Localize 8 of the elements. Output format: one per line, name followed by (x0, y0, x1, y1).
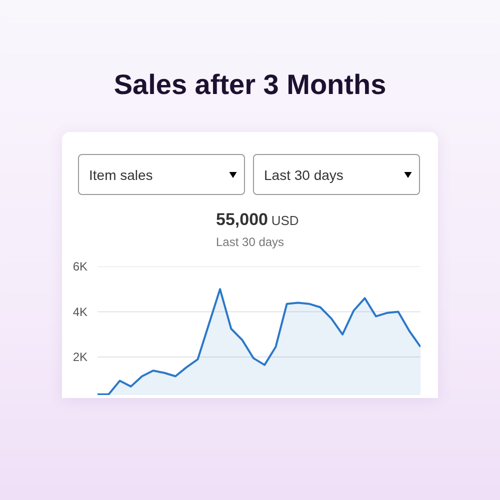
chart-subtitle: 55,000 USD (216, 210, 299, 229)
y-tick-label: 2K (72, 350, 88, 364)
text: Item sales (78, 154, 245, 195)
chart-title: Sales after 3 Months (114, 68, 386, 102)
text: Last 30 days (253, 154, 420, 195)
y-tick-label: 4K (72, 304, 88, 319)
text: Last 30 days (216, 235, 284, 249)
y-tick-label: 6K (72, 260, 88, 274)
